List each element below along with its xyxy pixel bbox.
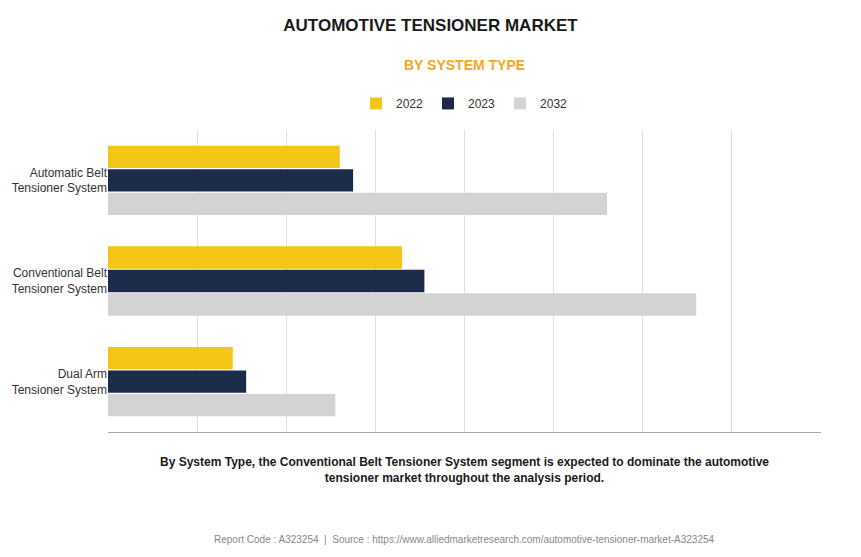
svg-text:Dual ArmTensioner System: Dual ArmTensioner System	[12, 367, 107, 397]
svg-text:Report Code : A323254 | Sour: Report Code : A323254 | Source : https:/…	[214, 534, 715, 545]
svg-text:Conventional BeltTensioner Sys: Conventional BeltTensioner System	[12, 266, 108, 296]
svg-text:AUTOMOTIVE TENSIONER MARKET: AUTOMOTIVE TENSIONER MARKET	[283, 16, 578, 35]
svg-text:By System Type, the Convention: By System Type, the Conventional Belt Te…	[160, 455, 769, 485]
svg-text:2032: 2032	[540, 97, 567, 111]
svg-text:BY SYSTEM TYPE: BY SYSTEM TYPE	[404, 57, 525, 73]
svg-text:Automatic BeltTensioner System: Automatic BeltTensioner System	[12, 166, 108, 196]
svg-text:2022: 2022	[396, 97, 423, 111]
svg-text:2023: 2023	[468, 97, 495, 111]
